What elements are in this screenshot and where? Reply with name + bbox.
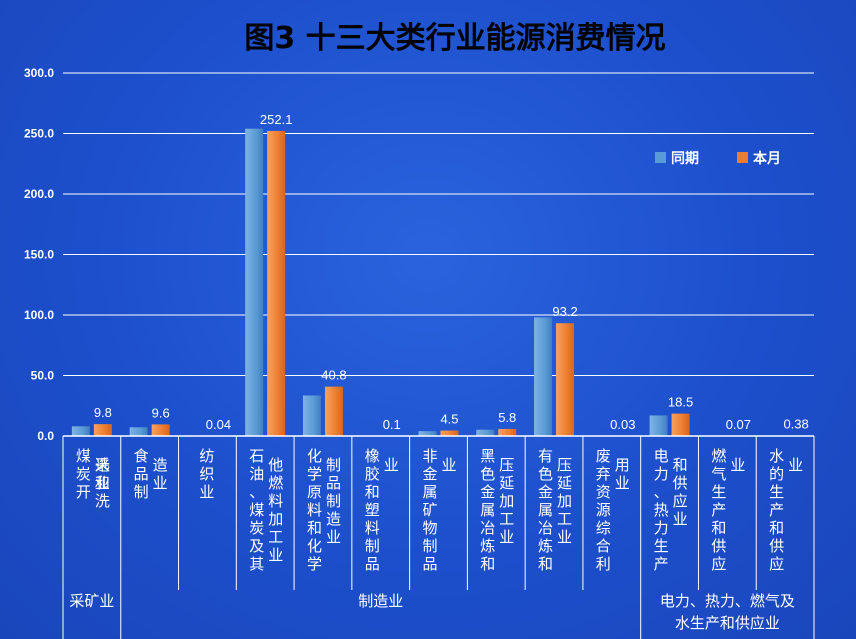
bar-prior-period: [71, 426, 90, 436]
category-label: 造业: [153, 456, 168, 492]
chart-title: 图3 十三大类行业能源消费情况: [244, 21, 665, 56]
category-label: 压延加工业: [499, 456, 514, 546]
category-label: 食品制: [134, 447, 149, 501]
y-tick-label: 50.0: [31, 369, 55, 383]
category-label: 橡胶和塑料制品: [365, 447, 380, 573]
y-tick-label: 150.0: [24, 248, 54, 262]
y-tick-label: 300.0: [24, 66, 54, 80]
group-label: 采矿业: [69, 592, 114, 610]
group-label: 制造业: [358, 592, 403, 610]
category-label: 石油、煤炭及其: [249, 447, 264, 573]
category-label: 纺织业: [199, 447, 214, 501]
bar-current-month: [93, 424, 112, 436]
bar-prior-period: [418, 431, 437, 436]
y-tick-label: 0.0: [37, 429, 54, 443]
bar-prior-period: [476, 429, 495, 436]
legend-swatch: [655, 152, 666, 163]
data-label: 40.8: [321, 368, 346, 383]
bar-current-month: [556, 323, 575, 436]
data-label: 0.1: [383, 417, 401, 432]
bar-prior-period: [245, 128, 264, 436]
bars: [71, 128, 806, 437]
data-label: 0.03: [610, 417, 635, 432]
category-label: 业: [730, 456, 745, 474]
y-tick-label: 250.0: [24, 127, 54, 141]
category-label: 电力、热力生产: [654, 447, 669, 573]
legend: 同期 本月: [655, 150, 781, 167]
data-label: 0.38: [783, 417, 808, 432]
data-label: 252.1: [260, 112, 293, 127]
category-label: 业: [788, 456, 803, 474]
category-label: 非金属矿物制品: [423, 447, 438, 573]
y-tick-label: 200.0: [24, 187, 54, 201]
category-label: 黑色金属冶炼和: [480, 447, 495, 573]
category-label: 他燃料加工业: [268, 456, 283, 564]
data-label: 5.8: [498, 410, 516, 425]
data-labels: 9.8 9.6 0.04 252.1 40.8 0.1 4.5 5.8 93.2 0.03 18.5…: [94, 112, 809, 432]
data-label: 0.04: [206, 417, 231, 432]
bar-prior-period: [302, 395, 321, 436]
y-tick-label: 100.0: [24, 308, 54, 322]
category-label: 用业: [615, 456, 630, 492]
group-label: 电力、热力、燃气及: [660, 592, 795, 610]
category-label: 燃气生产和供应: [711, 447, 726, 573]
category-label: 业: [384, 456, 399, 474]
bar-prior-period: [534, 317, 553, 436]
data-label: 9.8: [94, 405, 112, 420]
legend-label: 本月: [753, 150, 781, 167]
category-label: 有色金属冶炼和: [538, 447, 553, 573]
legend-label: 同期: [671, 151, 699, 167]
gridlines: [63, 72, 814, 376]
data-label: 18.5: [668, 395, 693, 410]
bar-current-month: [151, 424, 170, 436]
category-label: 煤炭开: [76, 447, 91, 501]
legend-swatch: [737, 152, 748, 163]
data-label: 9.6: [152, 405, 170, 420]
bar-current-month: [267, 130, 286, 437]
bar-prior-period: [129, 427, 148, 436]
group-label: 水生产和供应业: [675, 614, 780, 632]
category-label: 采和洗: [95, 456, 110, 510]
category-label: 水的生产和供应: [769, 447, 784, 573]
bar-current-month: [324, 386, 343, 436]
data-label: 4.5: [440, 412, 458, 427]
data-label: 93.2: [552, 304, 577, 319]
bar-current-month: [671, 413, 690, 436]
category-label: 压延加工业: [557, 456, 572, 546]
bar-prior-period: [649, 415, 668, 436]
category-label: 化学原料和化学: [307, 447, 322, 573]
category-label: 废弃资源综合利: [596, 447, 611, 573]
bar-current-month: [440, 430, 459, 436]
y-axis-tick-labels: 0.0 50.0 100.0 150.0 200.0 250.0 300.0: [24, 66, 54, 443]
category-label: 制品制造业: [326, 456, 341, 546]
category-label: 业: [442, 456, 457, 474]
bar-current-month: [498, 428, 517, 436]
category-label: 选业: [95, 456, 110, 492]
category-label: 和供应业: [673, 456, 688, 528]
data-label: 0.07: [726, 417, 751, 432]
